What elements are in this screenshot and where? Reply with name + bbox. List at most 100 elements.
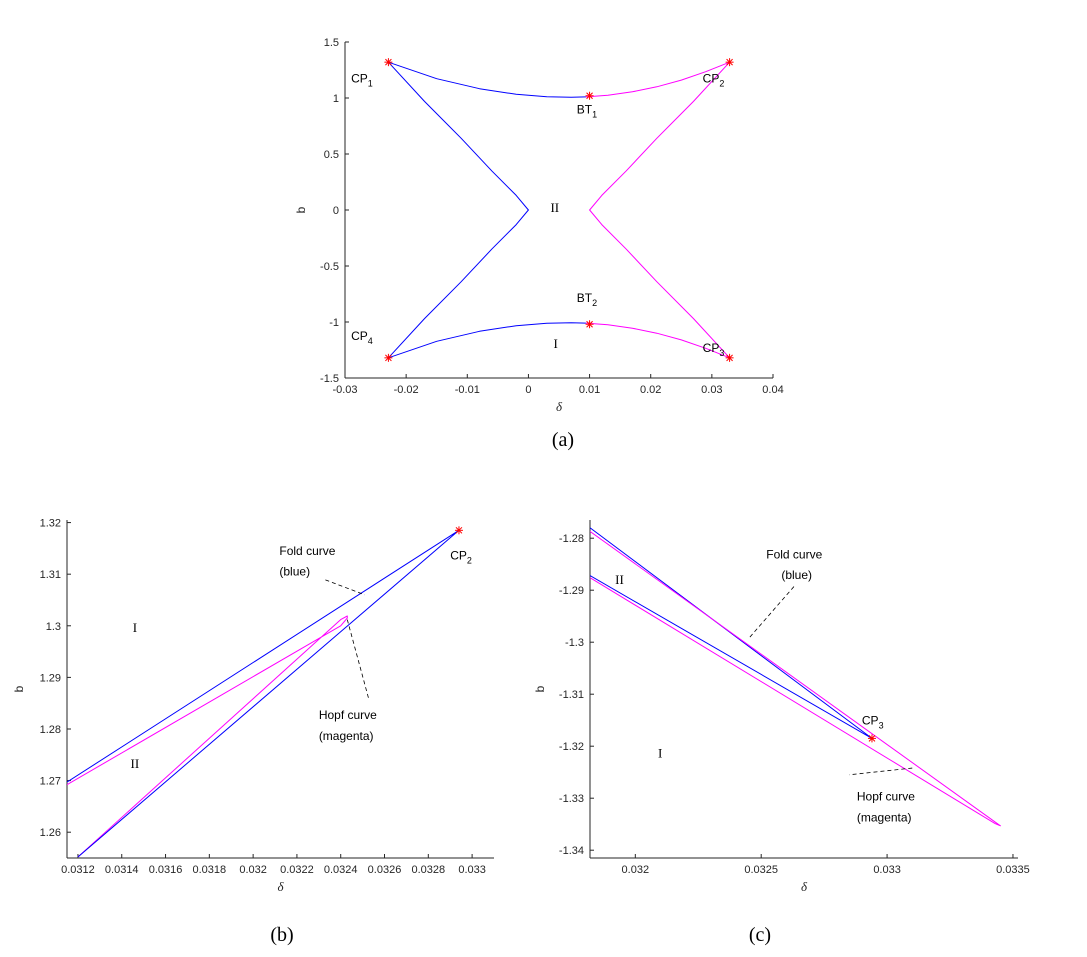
annotation-label: BT1 [577,103,597,120]
hopf-curve-3 [589,61,730,359]
panel-c: 0.032 0.0325 0.033 0.0335-1.34-1.33-1.32-1.… [533,520,1030,894]
caption-c: (c) [749,924,771,946]
annotation-label: Hopf curve [857,789,915,803]
y-tick-label: -0.5 [320,261,339,273]
fold-curve-1 [388,61,586,98]
marker-stroke [726,354,733,362]
y-tick-label: 1.31 [40,569,61,581]
marker-stroke [726,58,733,66]
y-tick-label: 0.5 [324,149,339,161]
hopf-curve-5 [585,322,730,359]
hopf-curve-4 [585,61,730,98]
annotation-label: BT2 [577,291,597,308]
marker-stroke [455,526,463,534]
hopf-curve-0 [67,615,348,858]
region-label: I [658,746,662,761]
region-label: II [550,200,559,215]
x-tick-label: 0 [525,384,531,396]
label-subscript: 3 [879,720,884,730]
annotation-label: (magenta) [319,729,374,743]
x-tick-label: 0.01 [579,384,600,396]
y-tick-label: -1.34 [559,845,584,857]
annotation-label: CP3 [703,341,725,358]
x-axis-label: δ [277,879,284,894]
y-tick-label: -1.3 [565,637,584,649]
x-tick-label: 0.0328 [411,864,445,876]
label-subscript: 4 [368,336,373,346]
label-subscript: 1 [368,78,373,88]
y-tick-label: 1.27 [40,776,61,788]
x-tick-label: 0.0312 [61,864,95,876]
point-marker [585,91,594,100]
x-tick-label: 0.03 [701,384,722,396]
y-tick-label: 1.32 [40,518,61,530]
x-tick-label: -0.03 [332,384,357,396]
x-tick-label: 0.0324 [324,864,358,876]
region-label: II [615,572,624,587]
marker-stroke [868,735,876,742]
label-subscript: 2 [719,78,724,88]
x-axis-label: δ [556,399,563,414]
x-axis-label: δ [801,879,808,894]
y-tick-label: 1.28 [40,724,61,736]
x-tick-label: 0.032 [622,864,650,876]
y-tick-label: 1 [333,93,339,105]
fold-curve-0 [388,61,529,359]
point-marker [867,734,876,743]
y-axis-label: b [294,206,308,213]
point-marker [384,58,393,67]
fold-curve-2 [388,322,586,359]
annotation-label: (blue) [279,565,310,579]
x-tick-label: 0.0316 [149,864,183,876]
x-tick-label: 0.032 [239,864,267,876]
point-marker [384,353,393,362]
annotation-label: (blue) [781,568,812,582]
annotation-label: CP4 [351,329,373,346]
hopf-curve-1 [590,530,1001,827]
label-subscript: 1 [592,110,597,120]
leader-line [325,579,365,596]
annotation-label: Fold curve [766,547,822,561]
y-tick-label: 1.29 [40,672,61,684]
point-marker [725,353,734,362]
y-axis-label: b [533,685,547,692]
y-tick-label: -1 [329,317,339,329]
leader-line [849,767,913,776]
annotation-label: Hopf curve [319,708,377,722]
region-label: I [133,620,137,635]
marker-stroke [385,58,392,66]
y-tick-label: 1.3 [46,621,61,633]
annotation-label: CP3 [862,713,884,730]
fold-curve-1 [67,529,460,858]
point-marker [585,320,594,329]
caption-b: (b) [270,924,293,946]
curves [388,61,730,359]
annotation-label: Fold curve [279,544,335,558]
x-tick-label: -0.02 [394,384,419,396]
x-tick-label: 0.04 [762,384,783,396]
y-tick-label: -1.32 [559,741,584,753]
leader-line [748,586,795,639]
y-axis-label: b [12,685,26,692]
panel-a: -0.03 -0.02 -0.01 0 0.01 0.02 0.03 0.04 -1.5 -1 -0… [294,37,784,414]
x-tick-label: 0.0335 [996,864,1030,876]
annotation-label: CP2 [703,71,725,88]
annotation-label: CP2 [450,549,472,566]
leader-line [346,619,370,701]
y-tick-label: 0 [333,205,339,217]
marker-stroke [385,354,392,362]
annotation-label: CP1 [351,71,373,88]
y-tick-label: 1.5 [324,37,339,49]
y-tick-label: -1.28 [559,533,584,545]
marker-stroke [586,320,593,328]
x-tick-label: 0.0318 [193,864,227,876]
x-tick-label: 0.02 [640,384,661,396]
x-tick-label: 0.0314 [105,864,139,876]
marker-stroke [586,92,593,100]
curves [67,529,460,858]
caption-a: (a) [552,429,574,451]
y-tick-label: -1.31 [559,689,584,701]
point-marker [725,58,734,67]
y-tick-label: 1.26 [40,827,61,839]
